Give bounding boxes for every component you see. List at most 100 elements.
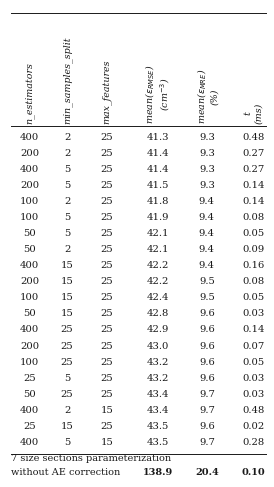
Text: 41.3: 41.3 — [146, 132, 169, 142]
Text: 42.1: 42.1 — [146, 229, 169, 238]
Text: 42.2: 42.2 — [146, 277, 169, 286]
Text: 0.48: 0.48 — [242, 132, 265, 142]
Text: 100: 100 — [20, 293, 39, 302]
Text: 0.05: 0.05 — [242, 293, 265, 302]
Text: 41.4: 41.4 — [146, 149, 169, 158]
Text: 42.8: 42.8 — [146, 309, 169, 318]
Text: 9.3: 9.3 — [199, 149, 215, 158]
Text: 43.0: 43.0 — [146, 341, 169, 351]
Text: 9.5: 9.5 — [199, 293, 215, 302]
Text: 400: 400 — [20, 261, 39, 270]
Text: 9.3: 9.3 — [199, 132, 215, 142]
Text: 50: 50 — [23, 390, 36, 399]
Text: 100: 100 — [20, 357, 39, 367]
Text: 9.5: 9.5 — [199, 277, 215, 286]
Text: 200: 200 — [20, 181, 39, 190]
Text: 0.03: 0.03 — [242, 390, 265, 399]
Text: 100: 100 — [20, 197, 39, 206]
Text: 43.2: 43.2 — [146, 374, 169, 383]
Text: 0.27: 0.27 — [242, 149, 265, 158]
Text: 5: 5 — [64, 165, 70, 174]
Text: 15: 15 — [61, 293, 73, 302]
Text: 0.02: 0.02 — [242, 422, 265, 431]
Text: 400: 400 — [20, 165, 39, 174]
Text: 5: 5 — [64, 374, 70, 383]
Text: 42.9: 42.9 — [146, 325, 169, 335]
Text: 9.4: 9.4 — [199, 261, 215, 270]
Text: 2: 2 — [64, 149, 70, 158]
Text: 43.2: 43.2 — [146, 357, 169, 367]
Text: 200: 200 — [20, 149, 39, 158]
Text: 0.27: 0.27 — [242, 165, 265, 174]
Text: 5: 5 — [64, 181, 70, 190]
Text: 25: 25 — [101, 374, 113, 383]
Text: 50: 50 — [23, 229, 36, 238]
Text: 9.6: 9.6 — [199, 309, 215, 318]
Text: 25: 25 — [101, 277, 113, 286]
Text: mean($\epsilon_{MRE}$)
(%): mean($\epsilon_{MRE}$) (%) — [195, 69, 219, 124]
Text: 2: 2 — [64, 197, 70, 206]
Text: 0.03: 0.03 — [242, 374, 265, 383]
Text: 9.6: 9.6 — [199, 325, 215, 335]
Text: 25: 25 — [101, 309, 113, 318]
Text: 25: 25 — [101, 357, 113, 367]
Text: 15: 15 — [101, 406, 113, 415]
Text: 0.14: 0.14 — [242, 197, 265, 206]
Text: 9.7: 9.7 — [199, 406, 215, 415]
Text: 25: 25 — [101, 132, 113, 142]
Text: 2: 2 — [64, 245, 70, 254]
Text: 42.2: 42.2 — [146, 261, 169, 270]
Text: 41.8: 41.8 — [146, 197, 169, 206]
Text: 400: 400 — [20, 325, 39, 335]
Text: 15: 15 — [61, 277, 73, 286]
Text: without AE correction: without AE correction — [11, 468, 120, 477]
Text: 0.14: 0.14 — [242, 181, 265, 190]
Text: 42.1: 42.1 — [146, 245, 169, 254]
Text: 25: 25 — [101, 293, 113, 302]
Text: max_features: max_features — [102, 60, 112, 124]
Text: 25: 25 — [23, 374, 36, 383]
Text: 9.3: 9.3 — [199, 165, 215, 174]
Text: 0.08: 0.08 — [242, 277, 265, 286]
Text: 43.4: 43.4 — [146, 390, 169, 399]
Text: 15: 15 — [61, 422, 73, 431]
Text: 0.14: 0.14 — [242, 325, 265, 335]
Text: 43.5: 43.5 — [146, 422, 169, 431]
Text: 25: 25 — [101, 341, 113, 351]
Text: 25: 25 — [101, 261, 113, 270]
Text: 0.09: 0.09 — [242, 245, 265, 254]
Text: 25: 25 — [61, 341, 73, 351]
Text: 0.08: 0.08 — [242, 213, 265, 222]
Text: n_estimators: n_estimators — [25, 62, 35, 124]
Text: 41.4: 41.4 — [146, 165, 169, 174]
Text: 25: 25 — [101, 229, 113, 238]
Text: 100: 100 — [20, 213, 39, 222]
Text: 25: 25 — [61, 325, 73, 335]
Text: 9.7: 9.7 — [199, 390, 215, 399]
Text: 400: 400 — [20, 132, 39, 142]
Text: 41.9: 41.9 — [146, 213, 169, 222]
Text: 0.48: 0.48 — [242, 406, 265, 415]
Text: 2: 2 — [64, 406, 70, 415]
Text: 25: 25 — [101, 422, 113, 431]
Text: 200: 200 — [20, 277, 39, 286]
Text: 400: 400 — [20, 406, 39, 415]
Text: 25: 25 — [61, 390, 73, 399]
Text: 5: 5 — [64, 229, 70, 238]
Text: 15: 15 — [61, 309, 73, 318]
Text: 25: 25 — [101, 197, 113, 206]
Text: 15: 15 — [101, 438, 113, 447]
Text: 25: 25 — [101, 213, 113, 222]
Text: 25: 25 — [61, 357, 73, 367]
Text: 9.6: 9.6 — [199, 357, 215, 367]
Text: 0.05: 0.05 — [242, 357, 265, 367]
Text: 25: 25 — [101, 390, 113, 399]
Text: 0.10: 0.10 — [242, 468, 265, 477]
Text: 138.9: 138.9 — [142, 468, 173, 477]
Text: 25: 25 — [23, 422, 36, 431]
Text: mean($\epsilon_{RMSE}$)
(cm$^{-3}$): mean($\epsilon_{RMSE}$) (cm$^{-3}$) — [143, 65, 172, 124]
Text: 400: 400 — [20, 438, 39, 447]
Text: 0.05: 0.05 — [242, 229, 265, 238]
Text: 43.4: 43.4 — [146, 406, 169, 415]
Text: 9.4: 9.4 — [199, 197, 215, 206]
